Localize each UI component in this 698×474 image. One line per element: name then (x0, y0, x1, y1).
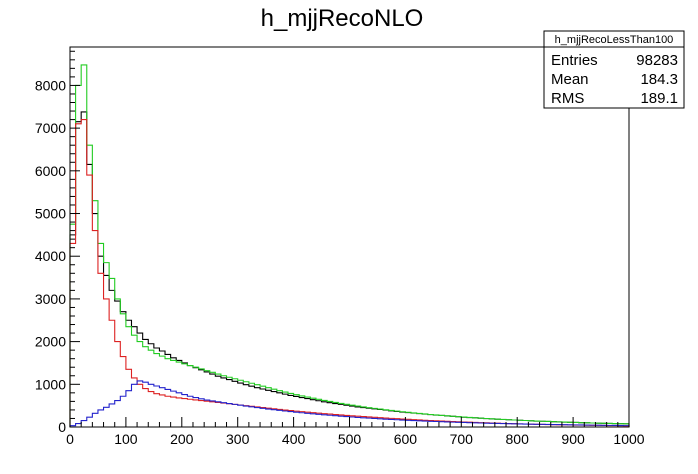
y-tick-label: 8000 (35, 77, 66, 93)
series-3-line (69, 380, 630, 427)
y-tick-label: 7000 (35, 120, 66, 136)
y-tick-label: 5000 (35, 206, 66, 222)
stats-entries-value: 98283 (636, 52, 678, 69)
x-tick-label: 100 (114, 431, 138, 447)
x-tick-label: 800 (506, 431, 530, 447)
y-tick-label: 3000 (35, 291, 66, 307)
stats-box: h_mjjRecoLessThan100 Entries 98283 Mean … (543, 30, 685, 109)
x-tick-label: 400 (282, 431, 306, 447)
series-0-line (69, 111, 630, 427)
stats-entries-label: Entries (551, 52, 598, 69)
x-tick-label: 500 (338, 431, 362, 447)
y-tick-label: 1000 (35, 376, 66, 392)
x-tick-label: 0 (66, 431, 74, 447)
x-tick-label: 300 (226, 431, 250, 447)
stats-mean-value: 184.3 (640, 71, 678, 88)
y-tick-label: 2000 (35, 334, 66, 350)
stats-mean-label: Mean (551, 71, 589, 88)
y-tick-label: 6000 (35, 163, 66, 179)
y-tick-label: 4000 (35, 248, 66, 264)
chart-title: h_mjjRecoNLO (261, 5, 424, 32)
x-tick-label: 600 (394, 431, 418, 447)
series-layer (69, 64, 630, 427)
x-tick-label: 700 (450, 431, 474, 447)
y-axis: 0 1000 2000 3000 4000 5000 6000 7000 8000 (35, 50, 80, 435)
x-tick-label: 1000 (613, 431, 644, 447)
series-1-line (69, 64, 630, 427)
x-tick-label: 900 (561, 431, 585, 447)
series-2-line (69, 119, 630, 427)
x-axis: 0 100 200 300 400 500 600 700 800 900 1000 (66, 417, 645, 447)
x-tick-label: 200 (170, 431, 194, 447)
stats-rms-value: 189.1 (640, 90, 678, 107)
stats-box-name: h_mjjRecoLessThan100 (555, 34, 674, 46)
stats-rms-label: RMS (551, 90, 584, 107)
y-tick-label: 0 (58, 419, 66, 435)
